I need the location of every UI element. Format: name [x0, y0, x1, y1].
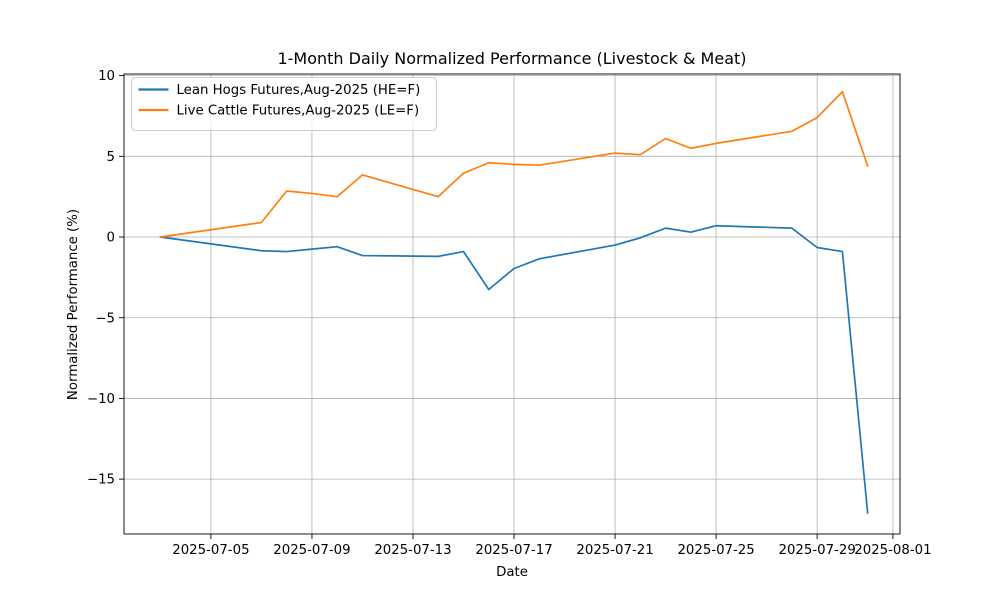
y-tick-label: 10 — [98, 69, 115, 84]
x-tick-label: 2025-07-25 — [677, 543, 754, 558]
gridlines — [124, 74, 900, 534]
series-line-1 — [159, 90, 869, 238]
chart-title: 1-Month Daily Normalized Performance (Li… — [277, 49, 746, 68]
legend-box — [131, 77, 437, 131]
y-axis-label: Normalized Performance (%) — [66, 209, 81, 400]
x-tick-label: 2025-07-17 — [475, 543, 552, 558]
tick-labels: 2025-07-05 2025-07-09 2025-07-13 2025-07-17… — [87, 69, 932, 558]
y-tick-label: 0 — [107, 231, 115, 246]
y-tick-label: 5 — [107, 150, 115, 165]
x-axis-label: Date — [496, 565, 528, 580]
y-tick-label: −15 — [87, 473, 115, 488]
series-lines — [159, 90, 869, 514]
x-tick-label: 2025-07-13 — [374, 543, 451, 558]
legend: Lean Hogs Futures,Aug-2025 (HE=F) Live Ca… — [131, 77, 437, 131]
x-tick-label: 2025-07-09 — [273, 543, 350, 558]
plot-border — [123, 73, 901, 535]
y-tick-label: −5 — [95, 311, 115, 326]
x-tick-label: 2025-07-05 — [172, 543, 249, 558]
axes — [123, 73, 901, 535]
y-tick-label: −10 — [87, 392, 115, 407]
legend-label-1: Live Cattle Futures,Aug-2025 (LE=F) — [177, 104, 420, 119]
series-line-0 — [159, 224, 869, 514]
x-tick-label: 2025-07-29 — [779, 543, 856, 558]
x-tick-label: 2025-08-01 — [854, 543, 931, 558]
legend-label-0: Lean Hogs Futures,Aug-2025 (HE=F) — [177, 83, 421, 98]
x-tick-label: 2025-07-21 — [576, 543, 653, 558]
